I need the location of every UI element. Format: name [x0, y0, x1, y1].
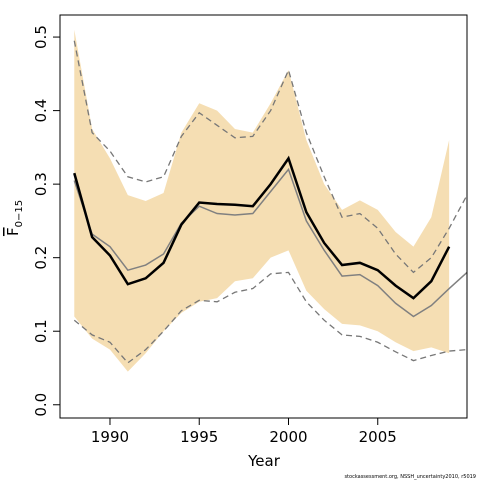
y-label-main: F	[4, 227, 22, 236]
plot-frame	[59, 14, 468, 419]
y-tick-label-group: 0.0	[32, 393, 50, 417]
series-line	[73, 167, 468, 318]
y-tick-label: 0.4	[32, 99, 50, 123]
y-axis-label-text: F0−15	[4, 200, 25, 236]
y-tick-label-group: 0.3	[32, 172, 50, 196]
y-tick-label-group: 0.4	[32, 99, 50, 123]
y-tick-label-group: 0.1	[32, 319, 50, 343]
series-line	[73, 40, 468, 274]
y-tick-label: 0.0	[32, 393, 50, 417]
confidence-band	[74, 29, 450, 372]
series-line	[73, 155, 451, 300]
y-tick-label: 0.5	[32, 25, 50, 49]
x-tick-label: 1995	[180, 428, 218, 446]
y-tick-label: 0.1	[32, 319, 50, 343]
y-tick-label: 0.3	[32, 172, 50, 196]
y-axis-label: F0−15	[4, 200, 25, 236]
series-line	[73, 271, 468, 364]
x-tick-label: 2000	[269, 428, 307, 446]
footnote: stockassessment.org, NSSH_uncertainty201…	[344, 474, 476, 480]
x-axis-label: Year	[247, 452, 281, 470]
y-label-sub: 0−15	[14, 200, 25, 227]
y-tick-label-group: 0.2	[32, 246, 50, 270]
y-tick-label: 0.2	[32, 246, 50, 270]
y-tick-label-group: 0.5	[32, 25, 50, 49]
x-tick-label: 2005	[359, 428, 397, 446]
x-tick-label: 1990	[91, 428, 129, 446]
